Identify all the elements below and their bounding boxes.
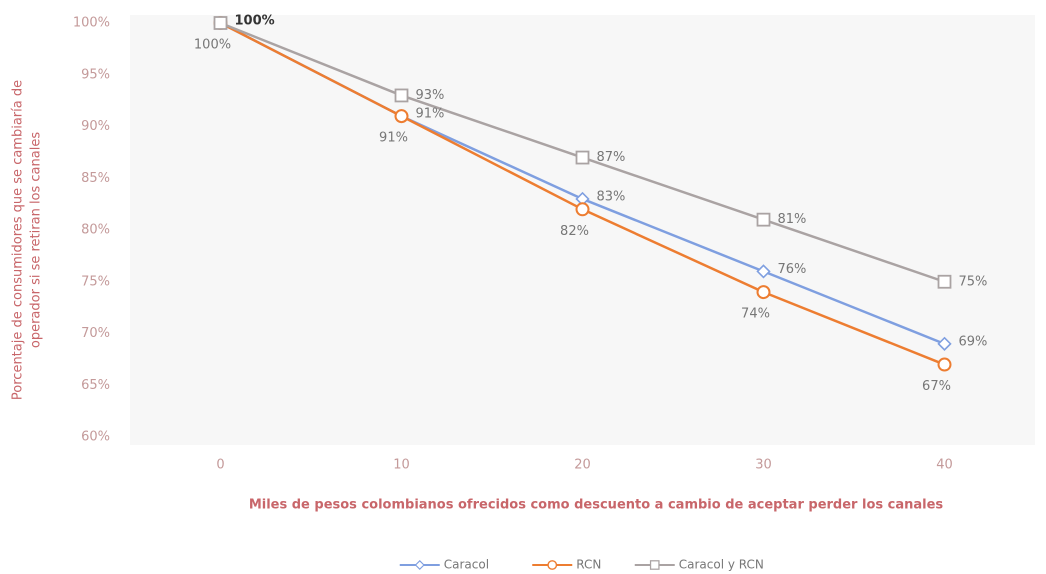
data-label: 100% [194,38,231,53]
x-tick-label: 30 [755,458,772,473]
data-label: 81% [778,212,807,227]
y-tick-label: 60% [81,430,110,445]
y-tick-label: 85% [81,171,110,186]
x-tick-label: 0 [216,458,224,473]
marker [575,202,590,217]
data-label: 91% [379,131,408,146]
data-label: 74% [741,307,770,322]
legend-label: Caracol [444,558,489,572]
legend-marker [649,560,660,570]
marker [756,264,771,279]
data-label: 75% [959,274,988,289]
data-label: 87% [597,150,626,165]
marker [937,336,952,351]
marker [394,109,409,124]
data-label: 82% [560,224,589,239]
legend-label: Caracol y RCN [679,558,764,572]
data-label: 93% [416,88,445,103]
x-axis-title: Miles de pesos colombianos ofrecidos com… [249,498,944,513]
legend-label: RCN [576,558,601,572]
marker [394,88,409,103]
y-tick-label: 80% [81,223,110,238]
plot-area [130,15,1035,445]
y-tick-label: 90% [81,119,110,134]
data-label: 76% [778,262,807,277]
data-label: 69% [959,334,988,349]
marker [213,16,228,30]
y-tick-label: 75% [81,274,110,289]
y-tick-label: 65% [81,378,110,393]
data-label: 67% [922,379,951,394]
x-tick-label: 40 [936,458,953,473]
y-tick-label: 100% [73,16,110,31]
marker [756,285,771,300]
y-axis-title-line: Porcentaje de consumidores que se cambia… [11,80,26,400]
y-tick-label: 95% [81,67,110,82]
marker [756,212,771,227]
x-tick-label: 20 [574,458,591,473]
y-axis-title-line: operador si se retiran los canales [29,132,44,348]
legend-marker [414,560,425,570]
marker [937,274,952,289]
x-tick-label: 10 [393,458,410,473]
legend-marker [547,560,558,570]
y-axis-title: Porcentaje de consumidores que se cambia… [11,80,44,400]
marker [937,357,952,372]
marker [575,150,590,165]
data-label: 91% [416,107,445,122]
data-label: 100% [235,14,275,29]
data-label: 83% [597,189,626,204]
y-tick-label: 70% [81,326,110,341]
